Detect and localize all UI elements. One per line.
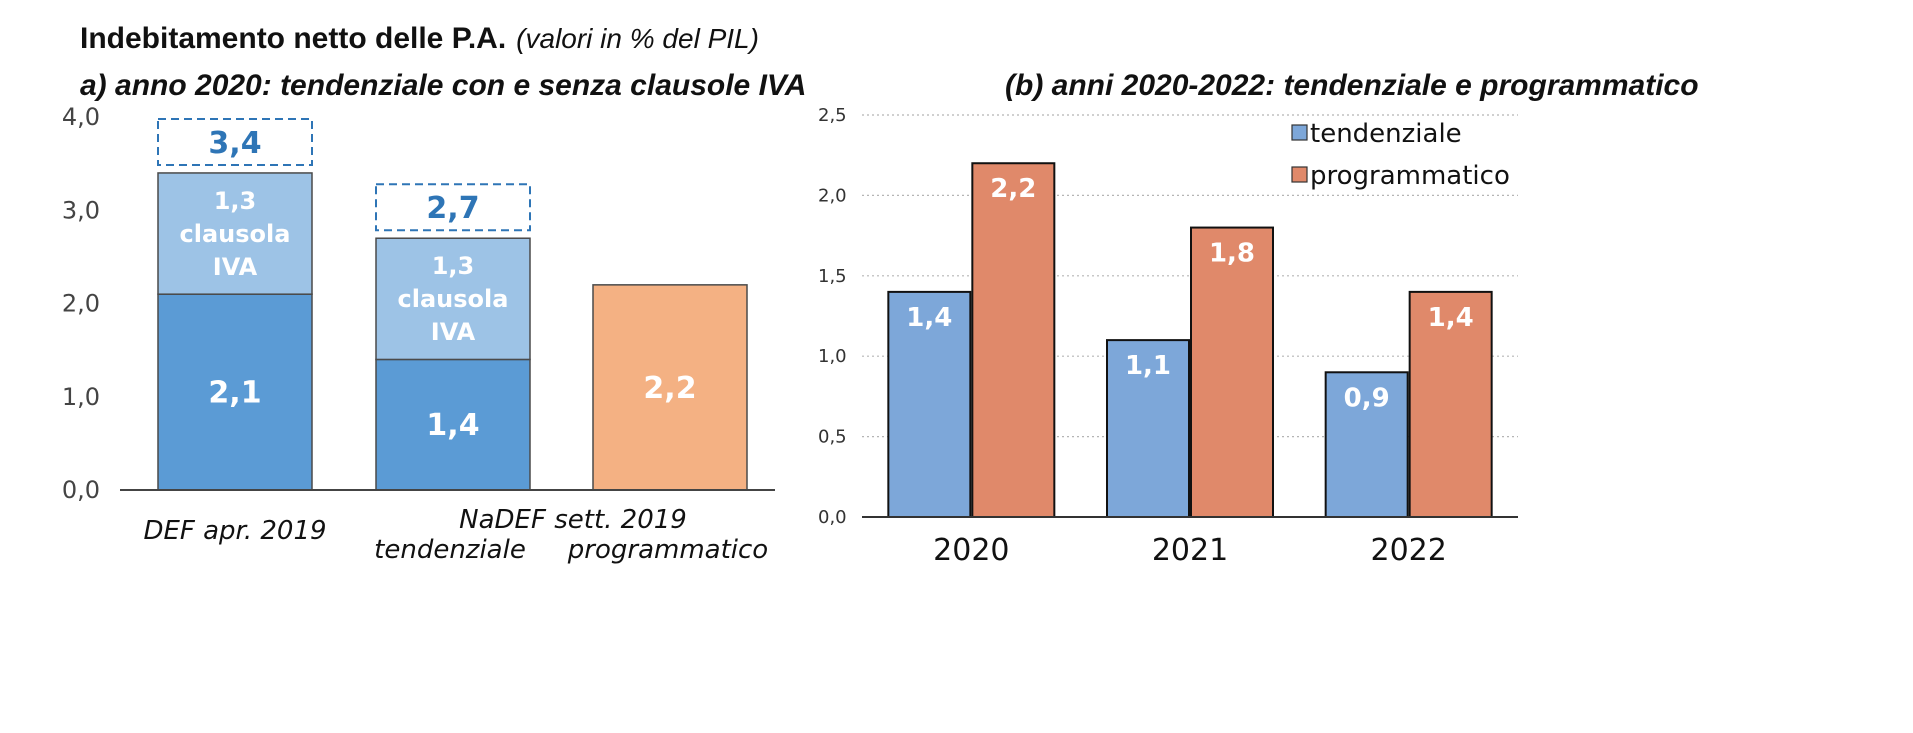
panel-a-category-def: DEF apr. 2019 <box>143 516 326 546</box>
panel-a-category-programmatico: programmatico <box>567 535 768 565</box>
panel-b-x-tick: 2021 <box>1152 533 1228 568</box>
panel-a-bar-nadef-tendenziale-segment-1 <box>375 237 531 361</box>
panel-a-y-tick: 1,0 <box>62 383 100 411</box>
legend-swatch-programmatico <box>1291 166 1308 183</box>
panel-b-data-label: 1,4 <box>1428 303 1474 333</box>
panel-b-bar-tendenziale-2020 <box>887 290 972 518</box>
panel-b-bar-programmatico-2022 <box>1408 290 1493 518</box>
panel-b-data-label: 0,9 <box>1344 383 1390 413</box>
panel-b-y-tick: 2,5 <box>818 105 847 126</box>
panel-a-segment-label: 2,1 <box>208 376 261 411</box>
panel-a-y-tick: 0,0 <box>62 476 100 504</box>
legend-label-tendenziale: tendenziale <box>1310 119 1462 149</box>
panel-b-chart: 0,0 0,5 1,0 1,5 2,0 2,5 1,4 2,2 2020 1,1 1,8 2021 0… <box>818 105 1518 568</box>
panel-a-bar-def-apr-2019-segment-1 <box>157 172 313 295</box>
panel-b-legend: tendenziale programmatico <box>1291 119 1510 191</box>
panel-b-bar-tendenziale-2021 <box>1106 339 1190 518</box>
panel-a-segment-label: 1,3 clausola IVA <box>180 187 291 281</box>
panel-b-data-label: 1,1 <box>1125 351 1171 381</box>
panel-b-bar-programmatico-2021 <box>1190 226 1274 518</box>
panel-a-title: a) anno 2020: tendenziale con e senza cl… <box>80 69 806 102</box>
panel-b-y-tick: 0,0 <box>818 507 847 528</box>
legend-swatch-tendenziale <box>1291 124 1308 141</box>
panel-a-segment-label: 1,4 <box>426 408 479 443</box>
panel-b-y-tick: 0,5 <box>818 427 847 448</box>
panel-b-data-label: 2,2 <box>990 174 1036 204</box>
panel-a-chart: 0,0 1,0 2,0 3,0 4,0 2,1 1,3 clausola IVA 3,4 1,4 1… <box>62 103 775 565</box>
panel-a-bar-def-apr-2019-segment-0 <box>157 293 313 491</box>
panel-b-bar-programmatico-2020 <box>971 162 1056 519</box>
legend-label-programmatico: programmatico <box>1310 161 1510 191</box>
panel-b-x-tick: 2020 <box>933 533 1009 568</box>
panel-a-category-nadef: NaDEF sett. 2019 <box>459 505 687 535</box>
panel-a-total-box <box>157 117 313 166</box>
panel-a-total-label: 2,7 <box>426 191 479 226</box>
panel-b-y-tick: 2,0 <box>818 185 847 206</box>
panel-b-title: (b) anni 2020-2022: tendenziale e progra… <box>1005 69 1699 102</box>
figure-title: Indebitamento netto delle P.A. (valori in… <box>80 22 759 55</box>
panel-a-segment-label: 1,3 clausola IVA <box>398 252 509 346</box>
panel-b-bar-tendenziale-2022 <box>1324 371 1409 518</box>
panel-a-total-box <box>375 183 531 232</box>
panel-a-segment-label: 2,2 <box>643 371 696 406</box>
panel-a-y-tick: 4,0 <box>62 103 100 131</box>
panel-a-category-tendenziale: tendenziale <box>374 535 526 565</box>
panel-a-y-tick: 2,0 <box>62 290 100 318</box>
panel-a-y-tick: 3,0 <box>62 196 100 224</box>
panel-b-data-label: 1,4 <box>906 303 952 333</box>
panel-b-x-tick: 2022 <box>1370 533 1446 568</box>
panel-b-y-tick: 1,0 <box>818 346 847 367</box>
panel-b-data-label: 1,8 <box>1209 239 1255 269</box>
panel-b-y-tick: 1,5 <box>818 266 847 287</box>
panel-a-total-label: 3,4 <box>208 126 261 161</box>
panel-a-bar-nadef-programmatico-segment-0 <box>592 284 748 491</box>
